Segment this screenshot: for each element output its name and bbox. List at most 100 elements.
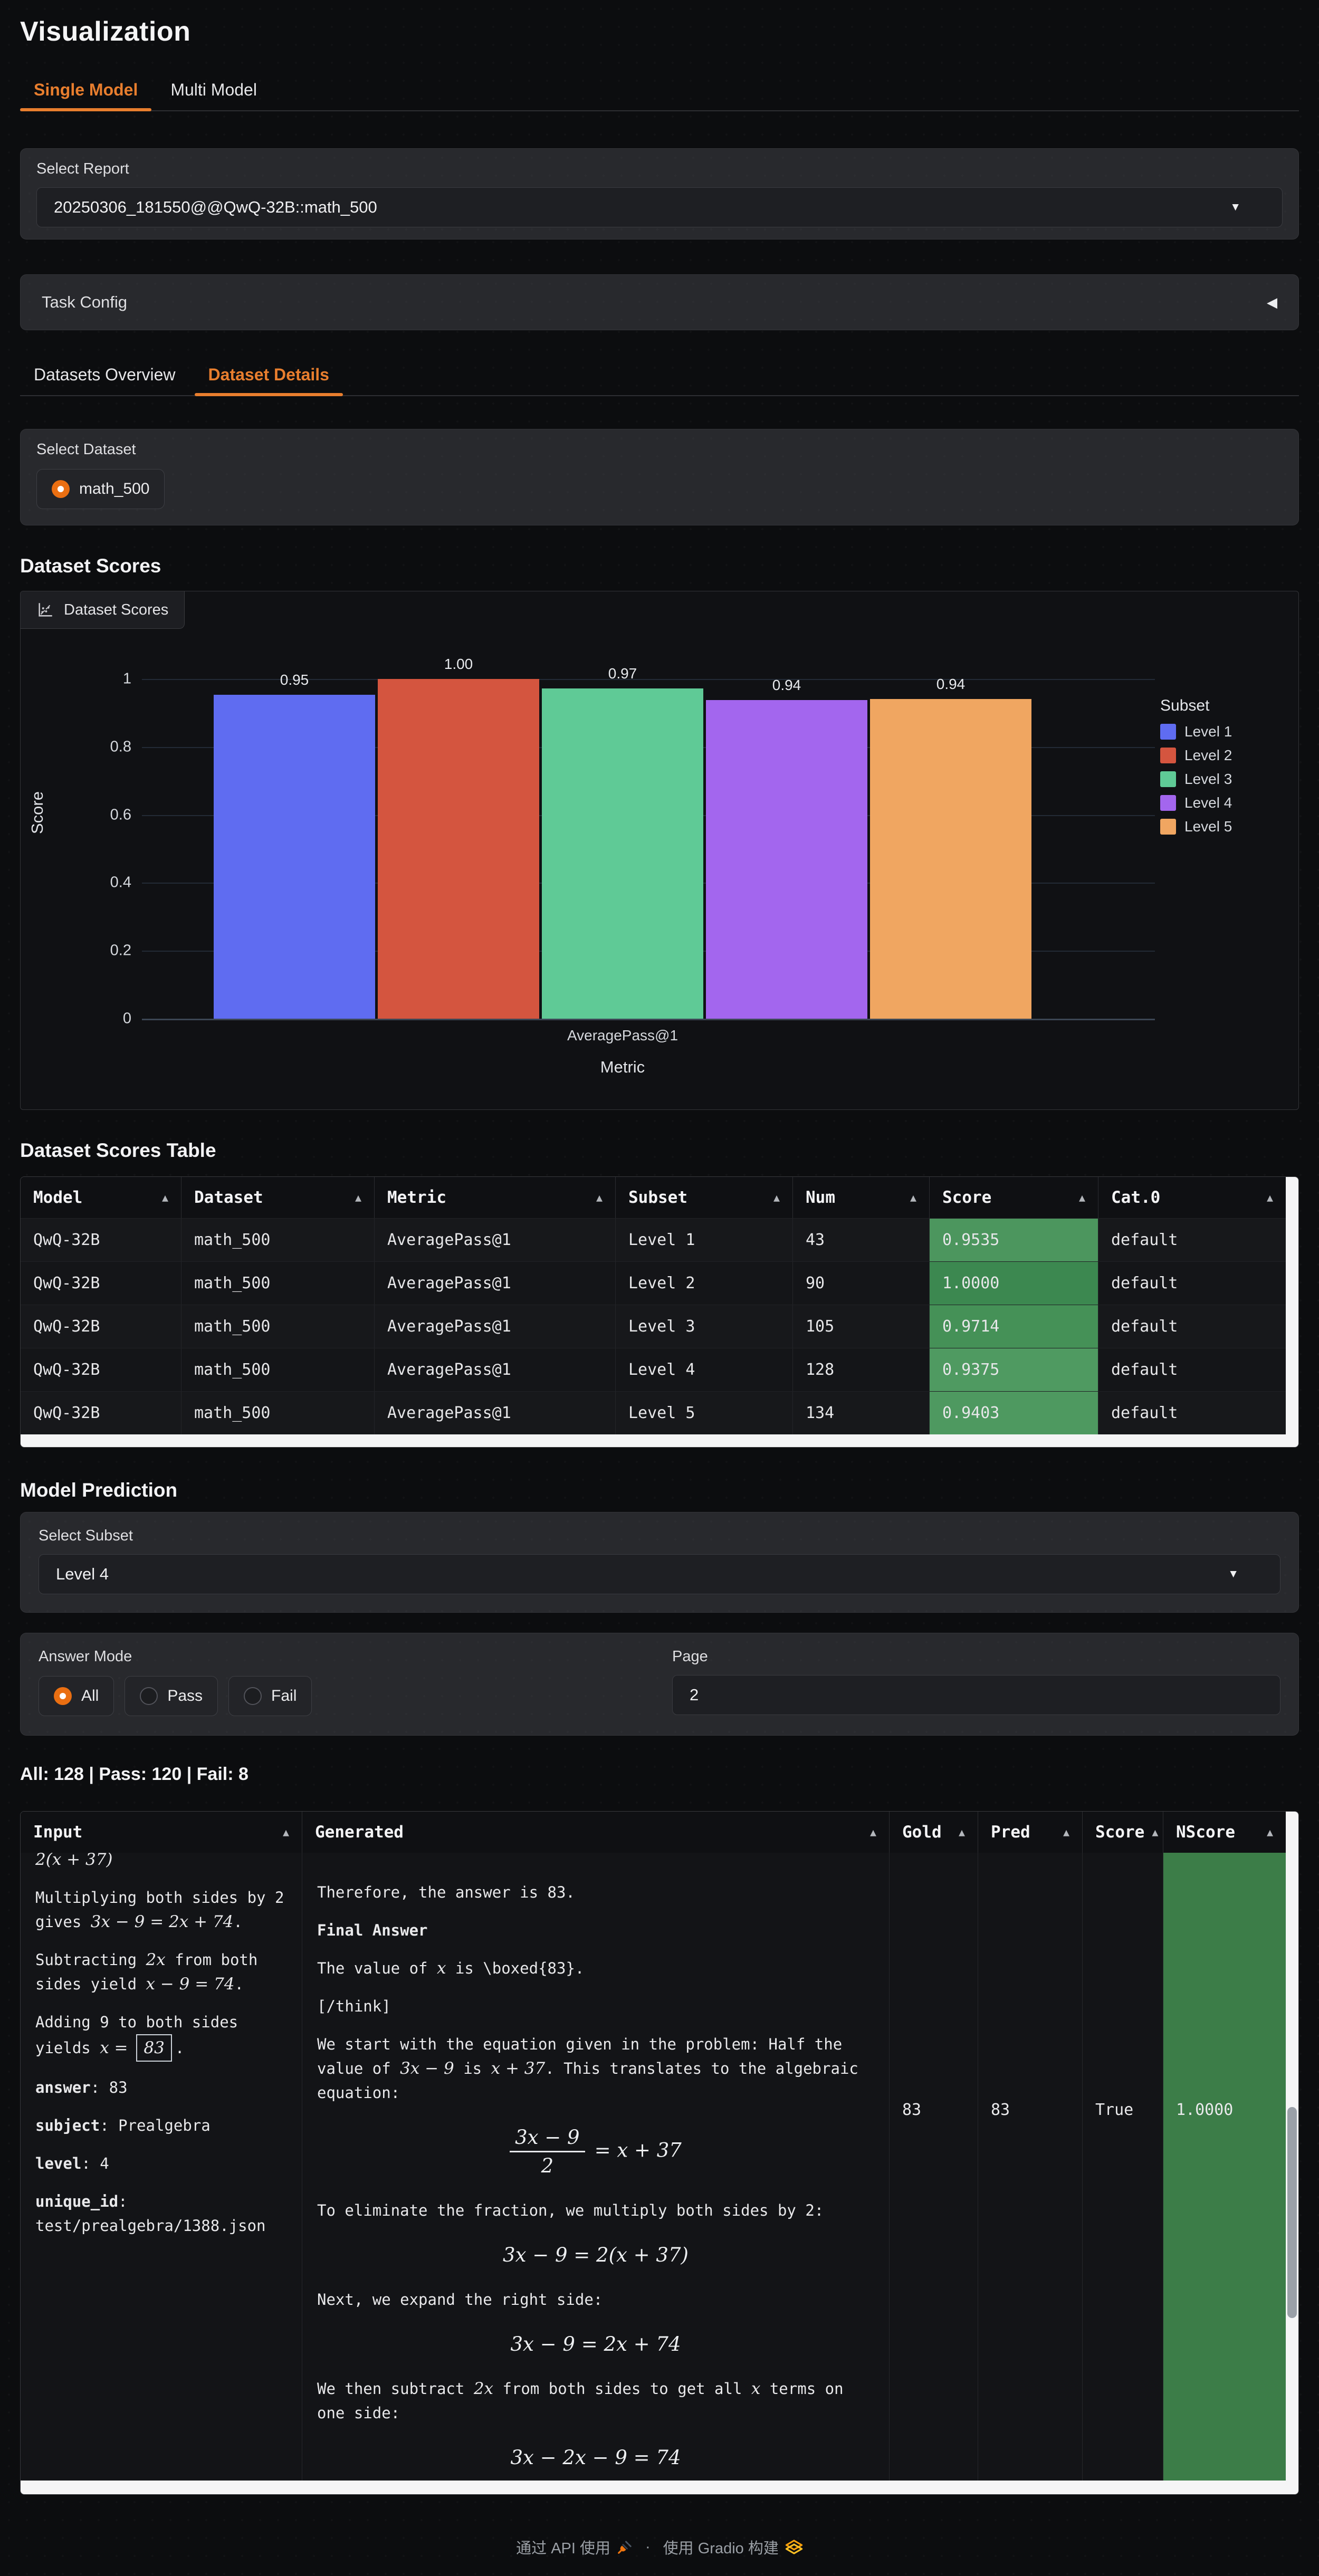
table-cell[interactable]: QwQ-32B [21, 1348, 181, 1391]
sort-asc-icon[interactable]: ▲ [1078, 1191, 1085, 1204]
chart-tab-chip[interactable]: Dataset Scores [21, 591, 185, 629]
bar-level-5[interactable] [870, 699, 1031, 1019]
column-header[interactable]: Metric ▲ [375, 1177, 616, 1218]
bar-level-4[interactable] [706, 700, 867, 1019]
gold-cell[interactable]: 83 [890, 1853, 978, 2481]
horizontal-scrollbar[interactable] [21, 2481, 1298, 2494]
pred-cell[interactable]: 83 [978, 1853, 1083, 2481]
column-header[interactable]: Num ▲ [793, 1177, 930, 1218]
column-header[interactable]: Subset ▲ [616, 1177, 793, 1218]
report-dropdown[interactable]: 20250306_181550@@QwQ-32B::math_500 ▼ [36, 187, 1283, 227]
table-cell[interactable]: QwQ-32B [21, 1392, 181, 1434]
table-cell[interactable]: math_500 [181, 1219, 375, 1261]
input-cell[interactable]: 2(x + 37) Multiplying both sides by 2 giv… [21, 1853, 302, 2481]
column-header[interactable]: Input ▲ [21, 1812, 302, 1853]
table-cell[interactable]: AveragePass@1 [375, 1262, 616, 1305]
table-cell[interactable]: 0.9403 [930, 1392, 1098, 1434]
sort-asc-icon[interactable]: ▲ [1266, 1826, 1273, 1838]
table-cell[interactable]: Level 1 [616, 1219, 793, 1261]
table-cell[interactable]: 0.9535 [930, 1219, 1098, 1261]
column-header[interactable]: Dataset ▲ [181, 1177, 375, 1218]
accordion-collapsed-icon[interactable]: ◀ [1267, 294, 1277, 310]
legend-item-level-4[interactable]: Level 4 [1160, 794, 1232, 811]
sort-asc-icon[interactable]: ▲ [596, 1191, 603, 1204]
table-cell[interactable]: AveragePass@1 [375, 1392, 616, 1434]
table-cell[interactable]: default [1098, 1392, 1286, 1434]
table-cell[interactable]: Level 4 [616, 1348, 793, 1391]
scrollbar-thumb[interactable] [1287, 2107, 1297, 2318]
table-cell[interactable]: 0.9375 [930, 1348, 1098, 1391]
use-via-api-link[interactable]: 通过 API 使用 [516, 2536, 633, 2558]
vertical-scrollbar[interactable] [1286, 1812, 1298, 2481]
bar-level-1[interactable] [214, 694, 375, 1019]
table-cell[interactable]: 105 [793, 1305, 930, 1348]
score-cell[interactable]: True [1083, 1853, 1163, 2481]
tab-dataset-details[interactable]: Dataset Details [194, 360, 343, 396]
legend-item-level-3[interactable]: Level 3 [1160, 771, 1232, 788]
dataset-radio-math-500[interactable]: math_500 [36, 469, 165, 509]
table-cell[interactable]: Level 5 [616, 1392, 793, 1434]
table-cell[interactable]: default [1098, 1305, 1286, 1348]
column-header[interactable]: Score ▲ [1083, 1812, 1163, 1853]
table-cell[interactable]: 43 [793, 1219, 930, 1261]
answer-mode-fail[interactable]: Fail [228, 1676, 312, 1716]
tab-datasets-overview[interactable]: Datasets Overview [34, 365, 176, 384]
sort-asc-icon[interactable]: ▲ [282, 1826, 289, 1838]
subset-dropdown[interactable]: Level 4 ▼ [39, 1554, 1280, 1594]
chevron-down-icon[interactable]: ▼ [1230, 201, 1241, 213]
table-cell[interactable]: 134 [793, 1392, 930, 1434]
horizontal-scrollbar[interactable] [21, 1434, 1298, 1447]
sort-asc-icon[interactable]: ▲ [910, 1191, 916, 1204]
sort-asc-icon[interactable]: ▲ [1063, 1826, 1069, 1838]
vertical-scrollbar[interactable] [1286, 1177, 1298, 1434]
tab-multi-model[interactable]: Multi Model [170, 80, 257, 99]
nscore-cell[interactable]: 1.0000 [1163, 1853, 1286, 2481]
table-cell[interactable]: math_500 [181, 1262, 375, 1305]
sort-asc-icon[interactable]: ▲ [355, 1191, 361, 1204]
table-cell[interactable]: AveragePass@1 [375, 1219, 616, 1261]
page-number-input[interactable]: 2 [672, 1675, 1280, 1715]
table-cell[interactable]: QwQ-32B [21, 1262, 181, 1305]
table-cell[interactable]: AveragePass@1 [375, 1305, 616, 1348]
table-cell[interactable]: 90 [793, 1262, 930, 1305]
task-config-accordion[interactable]: Task Config ◀ [20, 274, 1299, 330]
table-cell[interactable]: QwQ-32B [21, 1219, 181, 1261]
answer-mode-all[interactable]: All [39, 1676, 114, 1716]
legend-item-level-2[interactable]: Level 2 [1160, 747, 1232, 764]
column-header[interactable]: Gold ▲ [890, 1812, 978, 1853]
table-cell[interactable]: math_500 [181, 1348, 375, 1391]
table-cell[interactable]: QwQ-32B [21, 1305, 181, 1348]
answer-mode-pass[interactable]: Pass [125, 1676, 218, 1716]
table-cell[interactable]: 128 [793, 1348, 930, 1391]
table-cell[interactable]: default [1098, 1262, 1286, 1305]
built-with-gradio-link[interactable]: 使用 Gradio 构建 [663, 2536, 803, 2558]
column-header[interactable]: NScore ▲ [1163, 1812, 1286, 1853]
table-cell[interactable]: AveragePass@1 [375, 1348, 616, 1391]
generated-cell[interactable]: Therefore, the answer is 83. Final Answer… [302, 1853, 890, 2481]
sort-asc-icon[interactable]: ▲ [1152, 1826, 1159, 1838]
column-header[interactable]: Cat.0 ▲ [1098, 1177, 1286, 1218]
legend-item-level-5[interactable]: Level 5 [1160, 818, 1232, 835]
table-cell[interactable]: 0.9714 [930, 1305, 1098, 1348]
tab-single-model[interactable]: Single Model [20, 75, 152, 111]
table-cell[interactable]: default [1098, 1348, 1286, 1391]
table-cell[interactable]: Level 3 [616, 1305, 793, 1348]
column-header[interactable]: Score ▲ [930, 1177, 1098, 1218]
table-cell[interactable]: Level 2 [616, 1262, 793, 1305]
table-cell[interactable]: 1.0000 [930, 1262, 1098, 1305]
table-cell[interactable]: math_500 [181, 1305, 375, 1348]
chevron-down-icon[interactable]: ▼ [1228, 1568, 1239, 1580]
sort-asc-icon[interactable]: ▲ [161, 1191, 168, 1204]
sort-asc-icon[interactable]: ▲ [869, 1826, 876, 1838]
bar-level-2[interactable] [378, 679, 539, 1019]
sort-asc-icon[interactable]: ▲ [958, 1826, 965, 1838]
legend-item-level-1[interactable]: Level 1 [1160, 723, 1232, 740]
sort-asc-icon[interactable]: ▲ [773, 1191, 780, 1204]
table-cell[interactable]: default [1098, 1219, 1286, 1261]
sort-asc-icon[interactable]: ▲ [1266, 1191, 1273, 1204]
column-header[interactable]: Generated ▲ [302, 1812, 890, 1853]
table-cell[interactable]: math_500 [181, 1392, 375, 1434]
column-header[interactable]: Model ▲ [21, 1177, 181, 1218]
bar-level-3[interactable] [542, 688, 703, 1019]
column-header[interactable]: Pred ▲ [978, 1812, 1083, 1853]
